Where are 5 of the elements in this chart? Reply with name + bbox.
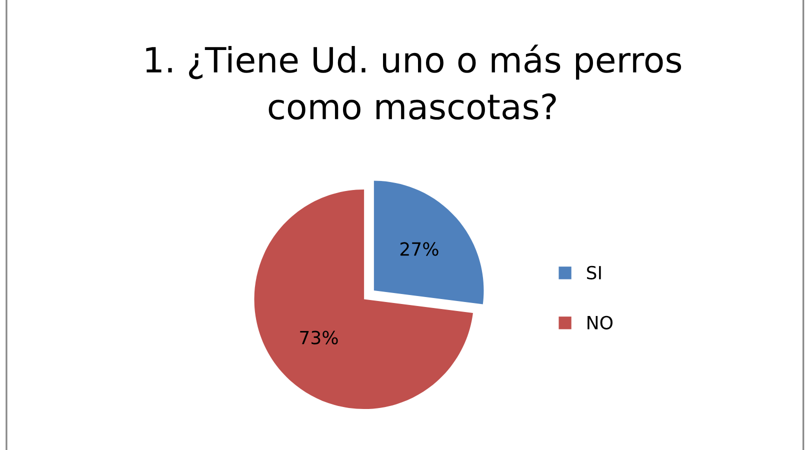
data-label: 27% [400,242,438,256]
legend-label: NO [588,316,613,330]
legend-label: SI [587,266,601,280]
data-label: 73% [300,330,338,344]
chart-title: 1. ¿Tiene Ud. uno o más perros como mascotas? [146,44,682,120]
